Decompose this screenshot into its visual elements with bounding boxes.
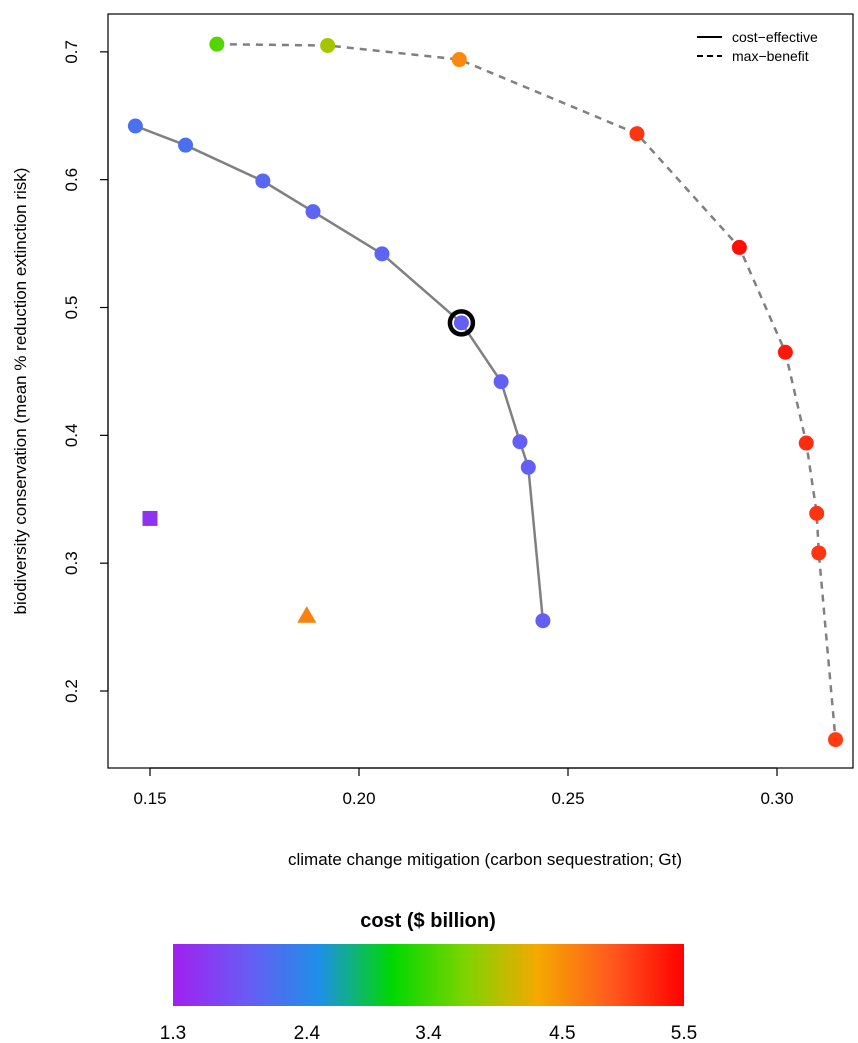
colorbar-gradient bbox=[173, 944, 684, 1006]
data-point bbox=[178, 137, 194, 153]
x-tick-label: 0.30 bbox=[760, 789, 793, 808]
x-tick-label: 0.15 bbox=[133, 789, 166, 808]
colorbar-title: cost ($ billion) bbox=[360, 910, 496, 932]
series-line-dashed bbox=[216, 42, 837, 740]
x-tick-label: 0.20 bbox=[342, 789, 375, 808]
extra-points bbox=[142, 510, 317, 623]
data-point bbox=[453, 315, 469, 331]
series-points bbox=[127, 36, 844, 748]
data-point bbox=[451, 52, 467, 68]
square-marker bbox=[142, 510, 158, 526]
data-point bbox=[629, 126, 645, 142]
data-point bbox=[798, 435, 814, 451]
highlight-ring bbox=[447, 309, 476, 337]
x-tick-label: 0.25 bbox=[551, 789, 584, 808]
y-axis: 0.2 0.3 0.4 0.5 0.6 0.7 bbox=[62, 40, 109, 703]
plot-frame bbox=[107, 13, 854, 769]
colorbar: cost ($ billion) 1.3 2.4 3.4 4.5 5.5 bbox=[160, 910, 697, 1043]
y-tick-label: 0.2 bbox=[62, 679, 81, 703]
colorbar-tick-label: 4.5 bbox=[549, 1023, 575, 1043]
legend-label-solid: cost−effective bbox=[732, 29, 818, 45]
y-tick-label: 0.6 bbox=[62, 168, 81, 192]
data-point bbox=[535, 613, 551, 629]
data-point bbox=[811, 545, 827, 561]
data-point bbox=[305, 204, 321, 220]
series-lines bbox=[134, 42, 837, 740]
data-point bbox=[320, 37, 336, 53]
data-point bbox=[127, 118, 143, 134]
data-point bbox=[209, 36, 225, 52]
highlight bbox=[447, 309, 476, 337]
colorbar-tick-label: 2.4 bbox=[294, 1023, 321, 1043]
data-point bbox=[731, 239, 747, 255]
data-point bbox=[493, 374, 509, 390]
data-point bbox=[809, 505, 825, 521]
data-point bbox=[777, 344, 793, 360]
colorbar-tick-label: 1.3 bbox=[160, 1023, 186, 1043]
y-axis-label: biodiversity conservation (mean % reduct… bbox=[11, 168, 30, 615]
data-point bbox=[520, 459, 536, 475]
triangle-marker bbox=[297, 606, 317, 623]
y-tick-label: 0.5 bbox=[62, 296, 81, 320]
series-line-solid bbox=[134, 124, 545, 621]
colorbar-tick-label: 3.4 bbox=[415, 1023, 442, 1043]
x-axis: 0.15 0.20 0.25 0.30 bbox=[133, 767, 794, 808]
data-point bbox=[255, 173, 271, 189]
colorbar-ticks: 1.3 2.4 3.4 4.5 5.5 bbox=[160, 1023, 697, 1043]
data-point bbox=[512, 434, 528, 450]
legend: cost−effective max−benefit bbox=[697, 29, 818, 64]
data-point bbox=[374, 246, 390, 262]
y-tick-label: 0.7 bbox=[62, 40, 81, 64]
x-axis-label: climate change mitigation (carbon seques… bbox=[288, 850, 682, 869]
colorbar-tick-label: 5.5 bbox=[671, 1023, 697, 1043]
data-point bbox=[828, 732, 844, 748]
legend-label-dashed: max−benefit bbox=[732, 48, 809, 64]
y-tick-label: 0.4 bbox=[62, 424, 81, 448]
y-tick-label: 0.3 bbox=[62, 551, 81, 575]
